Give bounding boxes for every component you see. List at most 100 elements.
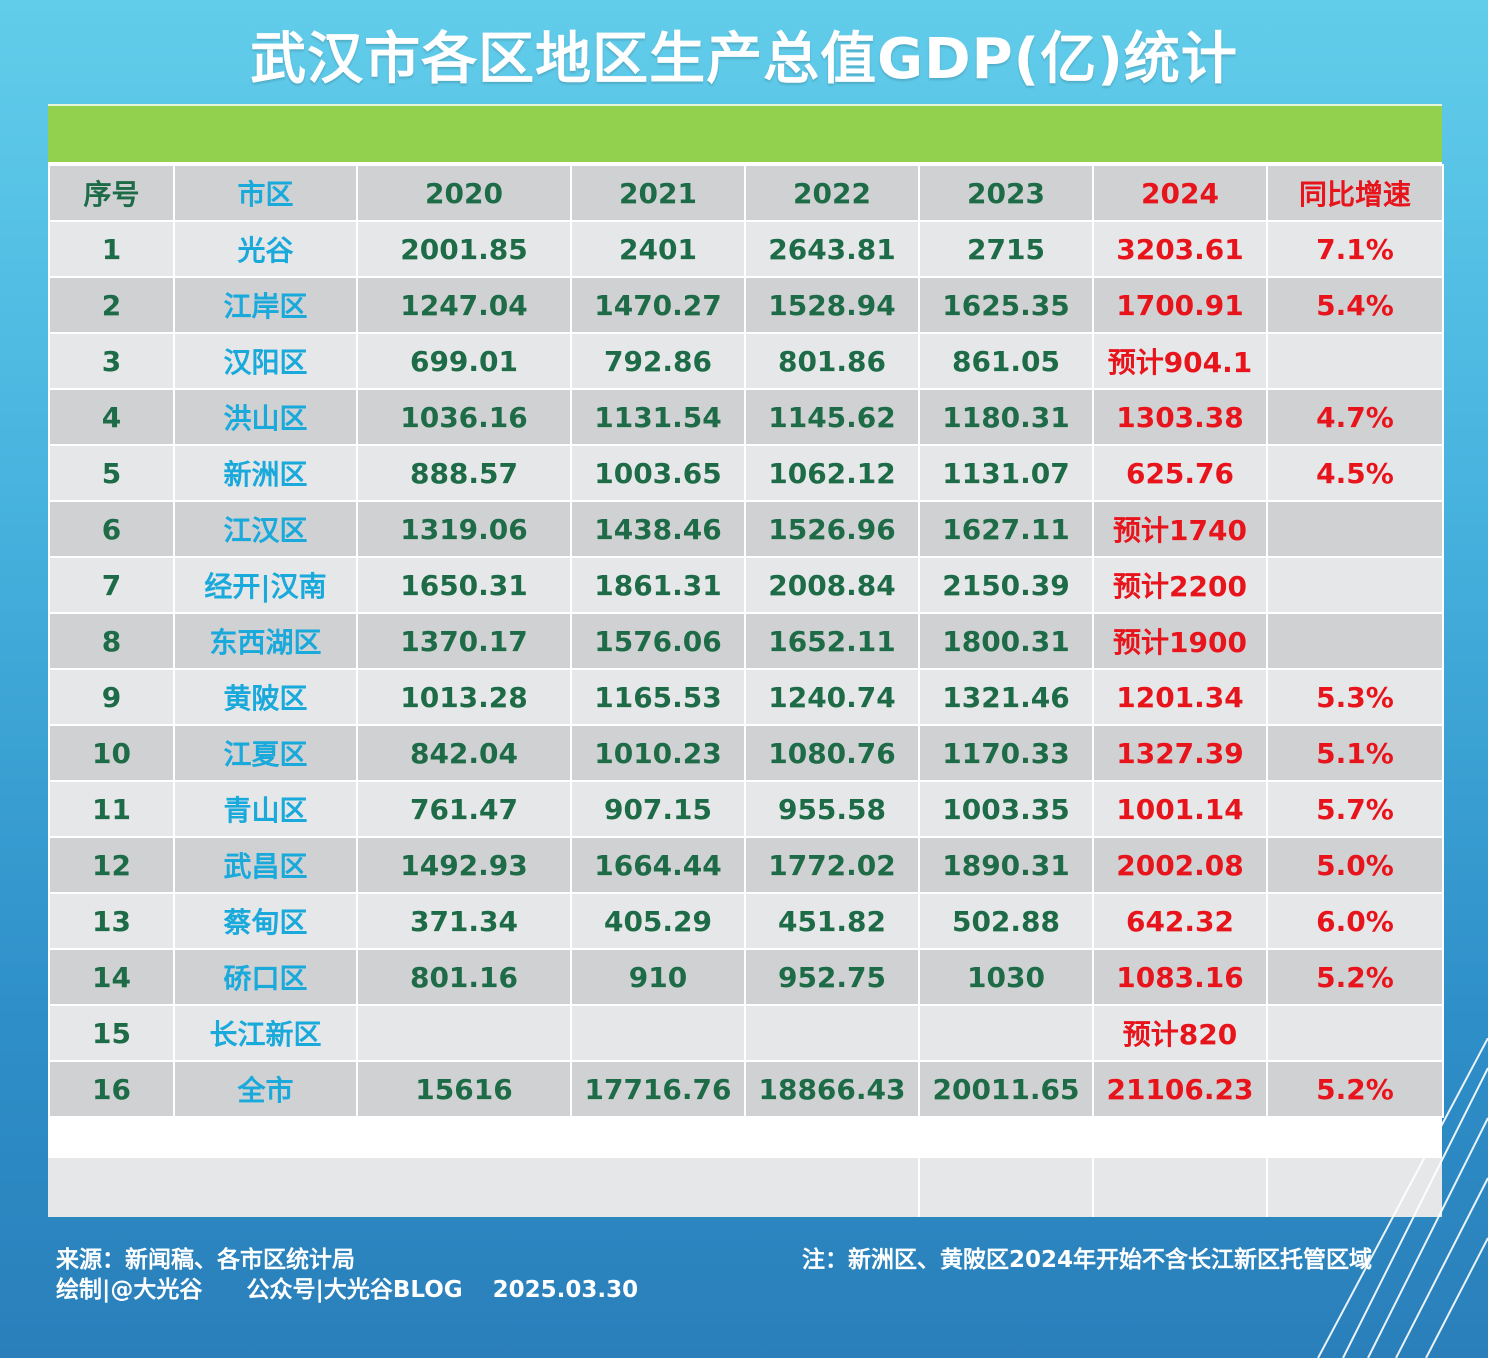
table-cell: 888.57 xyxy=(356,444,572,502)
table-cell: 1625.35 xyxy=(918,276,1094,334)
table-cell: 907.15 xyxy=(570,780,746,838)
table-cell: 10 xyxy=(48,724,175,782)
footer-account: 公众号|大光谷BLOG xyxy=(246,1277,463,1303)
table-cell: 洪山区 xyxy=(173,388,358,446)
table-cell: 预计1740 xyxy=(1092,500,1268,558)
table-cell: 1010.23 xyxy=(570,724,746,782)
header-band xyxy=(48,104,1442,162)
table-cell: 武昌区 xyxy=(173,836,358,894)
table-cell: 5.2% xyxy=(1266,1060,1444,1118)
table-cell xyxy=(1266,332,1444,390)
table-cell: 1165.53 xyxy=(570,668,746,726)
table-row: 12 武昌区 1492.93 1664.44 1772.02 1890.31 2002.08… xyxy=(48,836,1444,894)
table-cell: 东西湖区 xyxy=(173,612,358,670)
table-cell: 汉阳区 xyxy=(173,332,358,390)
table-cell: 1526.96 xyxy=(744,500,920,558)
table-row: 4 洪山区 1036.16 1131.54 1145.62 1180.31 1303.38 4… xyxy=(48,388,1444,446)
table-cell: 1861.31 xyxy=(570,556,746,614)
table-cell: 801.16 xyxy=(356,948,572,1006)
table-row: 13 蔡甸区 371.34 405.29 451.82 502.88 642.32 6.0% xyxy=(48,892,1444,950)
table-cell: 861.05 xyxy=(918,332,1094,390)
table-cell: 2002.08 xyxy=(1092,836,1268,894)
table-row: 6 江汉区 1319.06 1438.46 1526.96 1627.11 预计1740 xyxy=(48,500,1444,558)
table-cell xyxy=(744,1004,920,1062)
table-cell xyxy=(1266,556,1444,614)
table-cell xyxy=(918,1004,1094,1062)
table-cell: 405.29 xyxy=(570,892,746,950)
table-cell: 1003.35 xyxy=(918,780,1094,838)
table-cell: 801.86 xyxy=(744,332,920,390)
table-cell: 3203.61 xyxy=(1092,220,1268,278)
table-cell: 14 xyxy=(48,948,175,1006)
table-row: 8 东西湖区 1370.17 1576.06 1652.11 1800.31 预计1900 xyxy=(48,612,1444,670)
table-cell: 青山区 xyxy=(173,780,358,838)
table-cell: 842.04 xyxy=(356,724,572,782)
table-cell: 13 xyxy=(48,892,175,950)
page-title: 武汉市各区地区生产总值GDP(亿)统计 xyxy=(250,27,1238,92)
table-cell: 1492.93 xyxy=(356,836,572,894)
table-cell: 955.58 xyxy=(744,780,920,838)
table-row: 16 全市 15616 17716.76 18866.43 20011.65 21106.2… xyxy=(48,1060,1444,1118)
table-cell: 1083.16 xyxy=(1092,948,1268,1006)
table-cell: 18866.43 xyxy=(744,1060,920,1118)
empty-row-divider xyxy=(1266,1158,1268,1217)
table-cell: 642.32 xyxy=(1092,892,1268,950)
table-cell: 1438.46 xyxy=(570,500,746,558)
table-cell: 江汉区 xyxy=(173,500,358,558)
table-row: 1 光谷 2001.85 2401 2643.81 2715 3203.61 7.1% xyxy=(48,220,1444,278)
table-cell: 1370.17 xyxy=(356,612,572,670)
table-cell: 7 xyxy=(48,556,175,614)
table-cell: 910 xyxy=(570,948,746,1006)
table-cell: 451.82 xyxy=(744,892,920,950)
table-cell: 6.0% xyxy=(1266,892,1444,950)
table-cell: 371.34 xyxy=(356,892,572,950)
table-row: 2 江岸区 1247.04 1470.27 1528.94 1625.35 1700.91 5… xyxy=(48,276,1444,334)
table-cell: 8 xyxy=(48,612,175,670)
table-cell: 1247.04 xyxy=(356,276,572,334)
table-row: 10 江夏区 842.04 1010.23 1080.76 1170.33 1327.39 5… xyxy=(48,724,1444,782)
table-row: 5 新洲区 888.57 1003.65 1062.12 1131.07 625.76 4.5… xyxy=(48,444,1444,502)
table-cell: 5.7% xyxy=(1266,780,1444,838)
table-cell: 1180.31 xyxy=(918,388,1094,446)
footer-credit: 绘制|@大光谷 xyxy=(56,1277,203,1303)
table-cell: 江岸区 xyxy=(173,276,358,334)
column-header: 2022 xyxy=(744,164,920,222)
table-row: 9 黄陂区 1013.28 1165.53 1240.74 1321.46 1201.34 5… xyxy=(48,668,1444,726)
decorative-stripes xyxy=(1317,1038,1488,1358)
table-cell: 1321.46 xyxy=(918,668,1094,726)
table-cell: 4 xyxy=(48,388,175,446)
table-cell: 1131.07 xyxy=(918,444,1094,502)
table-cell: 5.4% xyxy=(1266,276,1444,334)
table-cell: 1003.65 xyxy=(570,444,746,502)
table-cell: 1319.06 xyxy=(356,500,572,558)
gdp-table: 序号 市区 2020 2021 2022 2023 2024 同比增速 1 光谷 2001.85 2… xyxy=(48,164,1444,1118)
table-cell: 6 xyxy=(48,500,175,558)
table-cell xyxy=(1266,500,1444,558)
table-cell: 792.86 xyxy=(570,332,746,390)
table-cell: 502.88 xyxy=(918,892,1094,950)
table-cell: 1 xyxy=(48,220,175,278)
column-header: 2021 xyxy=(570,164,746,222)
table-cell: 5.1% xyxy=(1266,724,1444,782)
table-cell: 2643.81 xyxy=(744,220,920,278)
table-cell: 1036.16 xyxy=(356,388,572,446)
table-cell: 全市 xyxy=(173,1060,358,1118)
table-empty-row xyxy=(48,1158,1442,1217)
footer-date: 2025.03.30 xyxy=(492,1277,639,1303)
table-cell: 1528.94 xyxy=(744,276,920,334)
table-cell: 1652.11 xyxy=(744,612,920,670)
table-cell: 9 xyxy=(48,668,175,726)
table-cell: 11 xyxy=(48,780,175,838)
table-cell: 2401 xyxy=(570,220,746,278)
table-cell: 预计2200 xyxy=(1092,556,1268,614)
table-cell: 1327.39 xyxy=(1092,724,1268,782)
table-cell: 699.01 xyxy=(356,332,572,390)
table-cell: 1201.34 xyxy=(1092,668,1268,726)
table-cell: 1062.12 xyxy=(744,444,920,502)
table-cell: 硚口区 xyxy=(173,948,358,1006)
table-cell: 预计820 xyxy=(1092,1004,1268,1062)
table-cell: 1013.28 xyxy=(356,668,572,726)
table-cell: 1800.31 xyxy=(918,612,1094,670)
table-cell: 预计904.1 xyxy=(1092,332,1268,390)
table-cell: 15616 xyxy=(356,1060,572,1118)
